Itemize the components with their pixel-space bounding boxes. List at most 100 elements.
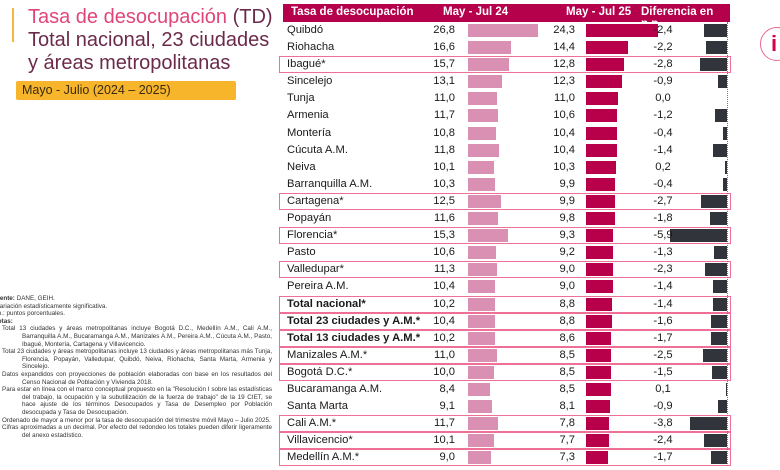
table-row: Cartagena* 12,5 9,9 -2,7: [279, 192, 731, 211]
table-row: Cúcuta A.M. 11,8 10,4 -1,4: [283, 142, 730, 159]
bar-diff: [714, 246, 727, 260]
bar-diff: [703, 24, 727, 37]
value-2024: 11,0: [434, 92, 455, 105]
table-row: Ibagué* 15,7 12,8 -2,8: [279, 56, 731, 74]
value-2024: 10,6: [433, 246, 455, 259]
value-2025: 9,9: [559, 177, 575, 190]
bar-2024: [468, 75, 503, 89]
value-2024: 13,1: [433, 75, 455, 88]
table-row: Neiva 10,1 10,3 0,2: [283, 159, 730, 176]
note-item: Para estar en línea con el marco concept…: [2, 386, 272, 416]
bar-2024: [468, 348, 497, 362]
bar-2025: [586, 92, 619, 106]
bar-2025: [586, 75, 623, 89]
bar-2024: [468, 126, 497, 140]
value-2025: 8,5: [559, 348, 575, 361]
row-label: Ibagué*: [287, 58, 326, 71]
row-label: Montería: [287, 126, 332, 139]
notes-label: lotas: [0, 317, 11, 325]
value-2025: 9,9: [559, 194, 575, 207]
value-2024: 11,3: [434, 263, 455, 276]
column-header-2025: May - Jul 25: [566, 6, 632, 18]
bar-2024: [468, 24, 538, 37]
value-2024: 10,1: [433, 160, 455, 173]
row-label: Florencia*: [287, 229, 338, 242]
bar-2024: [468, 417, 499, 431]
row-label: Riohacha: [287, 41, 335, 54]
bar-diff: [718, 75, 727, 89]
bar-2024: [468, 297, 495, 311]
row-label: Popayán: [287, 212, 332, 225]
bar-2025: [586, 143, 617, 157]
value-2025: 10,6: [553, 109, 575, 122]
bar-2024: [468, 92, 497, 106]
bar-2024: [468, 314, 496, 328]
column-header-name: Tasa de desocupación: [291, 6, 414, 18]
bar-2025: [586, 417, 609, 431]
bar-diff: [723, 177, 727, 191]
title-highlight: Tasa de desocupación: [28, 6, 228, 28]
bar-2025: [586, 177, 616, 191]
value-2025: 10,4: [553, 126, 575, 139]
row-label: Pereira A.M.: [287, 280, 349, 293]
bar-2024: [468, 382, 490, 396]
value-2024: 15,7: [433, 58, 455, 71]
row-label: Villavicencio*: [287, 434, 353, 447]
bar-2024: [468, 280, 496, 294]
value-diff: -1,5: [653, 365, 673, 378]
bar-diff: [703, 434, 727, 448]
unemployment-table: Tasa de desocupación May - Jul 24 May - …: [279, 4, 731, 467]
bar-2025: [586, 58, 624, 72]
bar-2025: [586, 434, 609, 448]
row-label: Valledupar*: [287, 263, 345, 276]
value-2025: 7,3: [559, 451, 575, 464]
bar-2024: [468, 331, 495, 345]
bar-diff: [710, 331, 727, 345]
bar-diff: [725, 160, 727, 174]
bar-2025: [586, 246, 614, 260]
row-label: Bucaramanga A.M.: [287, 382, 383, 395]
value-2024: 10,2: [433, 331, 455, 344]
bar-2025: [586, 194, 616, 208]
value-2024: 10,4: [433, 314, 455, 327]
bar-diff: [726, 382, 727, 396]
value-2025: 14,4: [553, 41, 575, 54]
value-diff: 0,0: [655, 92, 671, 105]
value-diff: -0,4: [653, 126, 673, 139]
row-label: Total 23 ciudades y A.M.*: [287, 314, 421, 327]
title-accent-bar: [12, 8, 14, 42]
value-2024: 10,2: [433, 297, 455, 310]
bar-diff: [723, 126, 727, 140]
value-diff: -1,2: [653, 109, 673, 122]
row-label: Santa Marta: [287, 400, 348, 413]
row-label: Cúcuta A.M.: [287, 143, 348, 156]
bar-diff: [690, 417, 727, 431]
value-2024: 8,4: [439, 382, 455, 395]
bar-2025: [586, 280, 613, 294]
period-badge: Mayo - Julio (2024 – 2025): [16, 81, 236, 100]
info-icon[interactable]: i: [760, 27, 780, 61]
value-diff: -2,2: [653, 41, 673, 54]
value-2025: 9,0: [559, 280, 575, 293]
value-2025: 10,3: [553, 160, 575, 173]
bar-2024: [468, 160, 495, 174]
row-label: Medellín A.M.*: [287, 451, 360, 464]
bar-2024: [468, 177, 495, 191]
value-diff: -1,7: [653, 331, 673, 344]
row-label: Total 13 ciudades y A.M.*: [287, 331, 421, 344]
value-diff: -0,4: [653, 177, 673, 190]
bar-diff: [702, 348, 727, 362]
value-diff: 0,1: [655, 382, 671, 395]
value-2024: 10,3: [433, 177, 455, 190]
note-pp: .p.: puntos porcentuales.: [0, 310, 65, 318]
bar-2024: [468, 41, 512, 55]
value-diff: -2,4: [653, 434, 673, 447]
value-2024: 11,0: [434, 348, 455, 361]
bar-diff: [713, 297, 727, 311]
table-body: Quibdó 26,8 24,3 -2,4 Riohacha 16,6 14,4 -2,2 Ib…: [279, 22, 731, 467]
value-diff: -0,9: [653, 400, 673, 413]
value-2025: 9,8: [559, 212, 575, 225]
value-2025: 9,2: [559, 246, 575, 259]
value-diff: -2,7: [653, 194, 673, 207]
value-diff: -1,4: [653, 143, 673, 156]
